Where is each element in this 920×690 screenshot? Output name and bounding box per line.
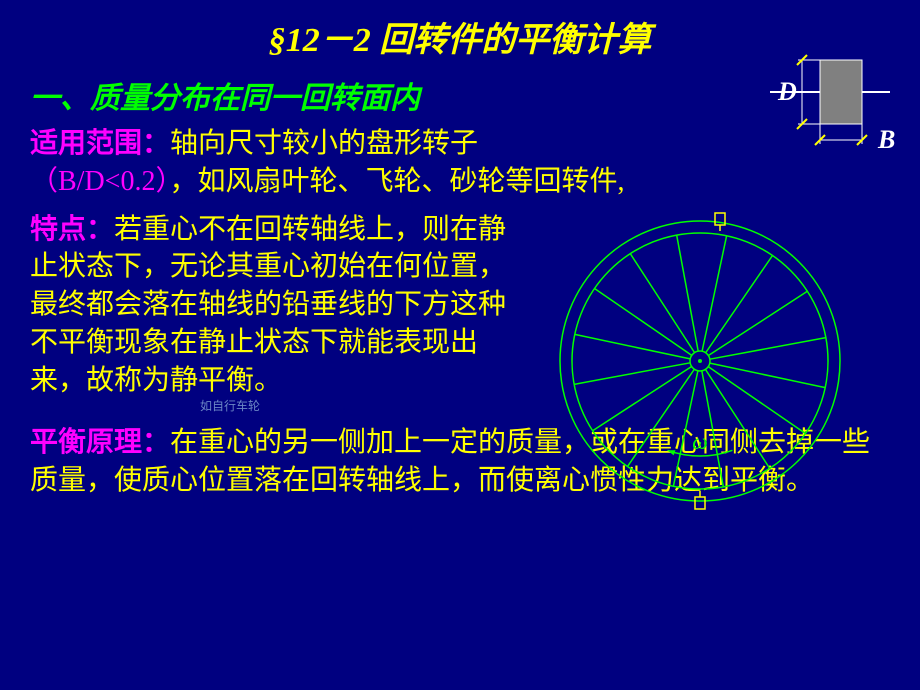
scope-label: 适用范围： (30, 128, 170, 159)
wheel-col: ω (530, 201, 890, 414)
svg-text:ω: ω (692, 429, 708, 454)
rotor-svg: DB (740, 48, 900, 148)
feature-row: 特点：若重心不在回转轴线上，则在静止状态下，无论其重心初始在何位置，最终都会落在… (30, 201, 890, 414)
feature-block: 特点：若重心不在回转轴线上，则在静止状态下，无论其重心初始在何位置，最终都会落在… (30, 211, 530, 414)
section-heading-text: 一、质量分布在同一回转面内 (30, 82, 420, 115)
scope-text1: 轴向尺寸较小的盘形转子 (170, 128, 478, 159)
scope-text2a: （B/D<0.2） (30, 166, 169, 197)
wheel-diagram: ω (540, 201, 860, 521)
scope-text2b: ，如风扇叶轮、飞轮、砂轮等回转件, (169, 166, 624, 197)
content-area: 适用范围：轴向尺寸较小的盘形转子 （B/D<0.2），如风扇叶轮、飞轮、砂轮等回… (0, 125, 920, 499)
wheel-svg: ω (540, 201, 860, 521)
principle-label: 平衡原理： (30, 427, 170, 458)
svg-text:D: D (777, 77, 797, 106)
title-text: §12－2 回转件的平衡计算 (269, 22, 652, 59)
feature-label: 特点： (30, 214, 114, 245)
feature-annotation: 如自行车轮 (200, 398, 530, 414)
svg-text:B: B (877, 125, 895, 148)
rotor-diagram: DB (740, 48, 900, 148)
feature-left-col: 特点：若重心不在回转轴线上，则在静止状态下，无论其重心初始在何位置，最终都会落在… (30, 201, 530, 414)
